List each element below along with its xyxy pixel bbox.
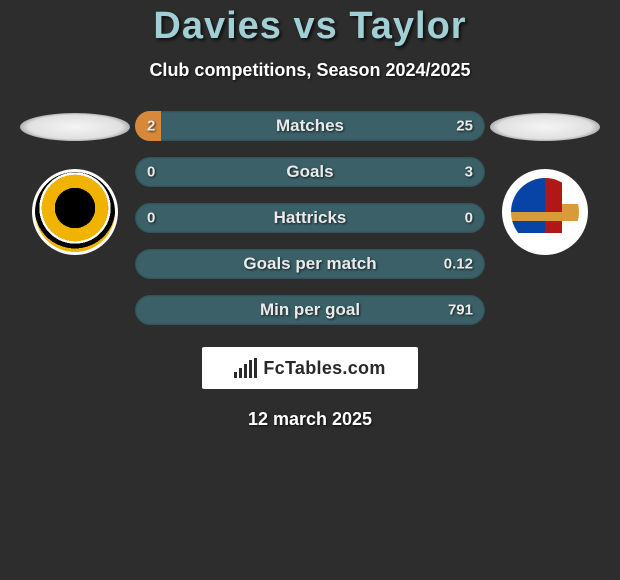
stat-label: Goals	[286, 162, 333, 182]
source-logo: FcTables.com	[202, 347, 418, 389]
right-column	[485, 111, 605, 255]
stat-label: Min per goal	[260, 300, 360, 320]
left-column	[15, 111, 135, 255]
stat-row: 2 Matches 25	[135, 111, 485, 141]
player1-name: Davies	[153, 5, 282, 47]
source-logo-text: FcTables.com	[263, 358, 385, 379]
page-title: Davies vs Taylor	[0, 5, 620, 48]
stat-value-left: 0	[147, 164, 155, 181]
stat-row: Goals per match 0.12	[135, 249, 485, 279]
stat-row: 0 Hattricks 0	[135, 203, 485, 233]
player1-club-crest-icon	[32, 169, 118, 255]
chart-icon	[234, 358, 257, 378]
stat-label: Goals per match	[243, 254, 376, 274]
stat-label: Matches	[276, 116, 344, 136]
stat-value-right: 3	[465, 164, 473, 181]
stat-row: 0 Goals 3	[135, 157, 485, 187]
main-area: 2 Matches 25 0 Goals 3 0 Hattricks 0 Goals per ma…	[0, 111, 620, 325]
comparison-card: Davies vs Taylor Club competitions, Seas…	[0, 0, 620, 580]
stat-value-left: 0	[147, 210, 155, 227]
stat-row: Min per goal 791	[135, 295, 485, 325]
stats-column: 2 Matches 25 0 Goals 3 0 Hattricks 0 Goals per ma…	[135, 111, 485, 325]
stat-value-left: 2	[147, 118, 155, 135]
stat-value-right: 25	[456, 118, 473, 135]
stat-value-right: 791	[448, 302, 473, 319]
stat-label: Hattricks	[274, 208, 347, 228]
vs-separator: vs	[294, 5, 338, 47]
player2-name: Taylor	[349, 5, 466, 47]
player2-club-crest-icon	[502, 169, 588, 255]
player1-silhouette-shadow	[20, 113, 130, 141]
subtitle: Club competitions, Season 2024/2025	[0, 60, 620, 81]
stat-value-right: 0.12	[444, 256, 473, 273]
stat-value-right: 0	[465, 210, 473, 227]
date: 12 march 2025	[0, 409, 620, 430]
player2-silhouette-shadow	[490, 113, 600, 141]
